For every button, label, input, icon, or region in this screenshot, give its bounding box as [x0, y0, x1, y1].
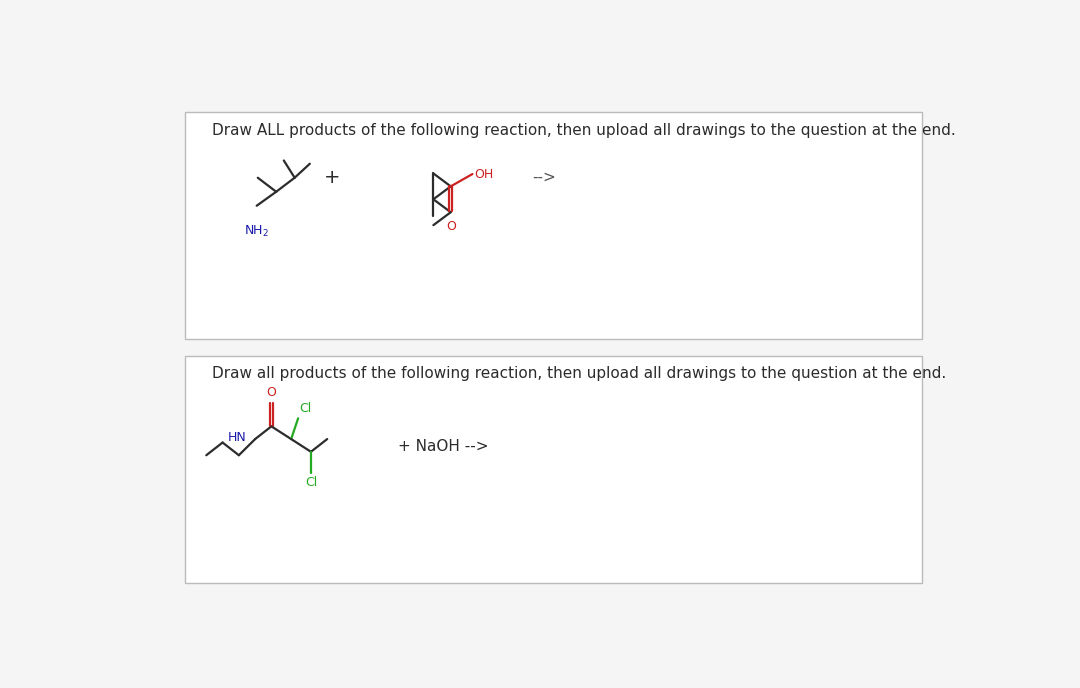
Text: Draw ALL products of the following reaction, then upload all drawings to the que: Draw ALL products of the following react…: [213, 123, 956, 138]
Text: Cl: Cl: [306, 476, 318, 489]
Text: NH$_2$: NH$_2$: [244, 224, 269, 239]
Text: Draw all products of the following reaction, then upload all drawings to the que: Draw all products of the following react…: [213, 366, 947, 381]
FancyBboxPatch shape: [186, 356, 921, 583]
Text: O: O: [267, 386, 276, 398]
Text: OH: OH: [474, 168, 494, 180]
Text: +: +: [324, 168, 341, 186]
Text: -->: -->: [532, 170, 556, 185]
Text: O: O: [446, 220, 456, 233]
Text: Cl: Cl: [299, 402, 312, 415]
Text: HN: HN: [228, 431, 246, 444]
FancyBboxPatch shape: [186, 112, 921, 339]
Text: + NaOH -->: + NaOH -->: [399, 439, 489, 454]
